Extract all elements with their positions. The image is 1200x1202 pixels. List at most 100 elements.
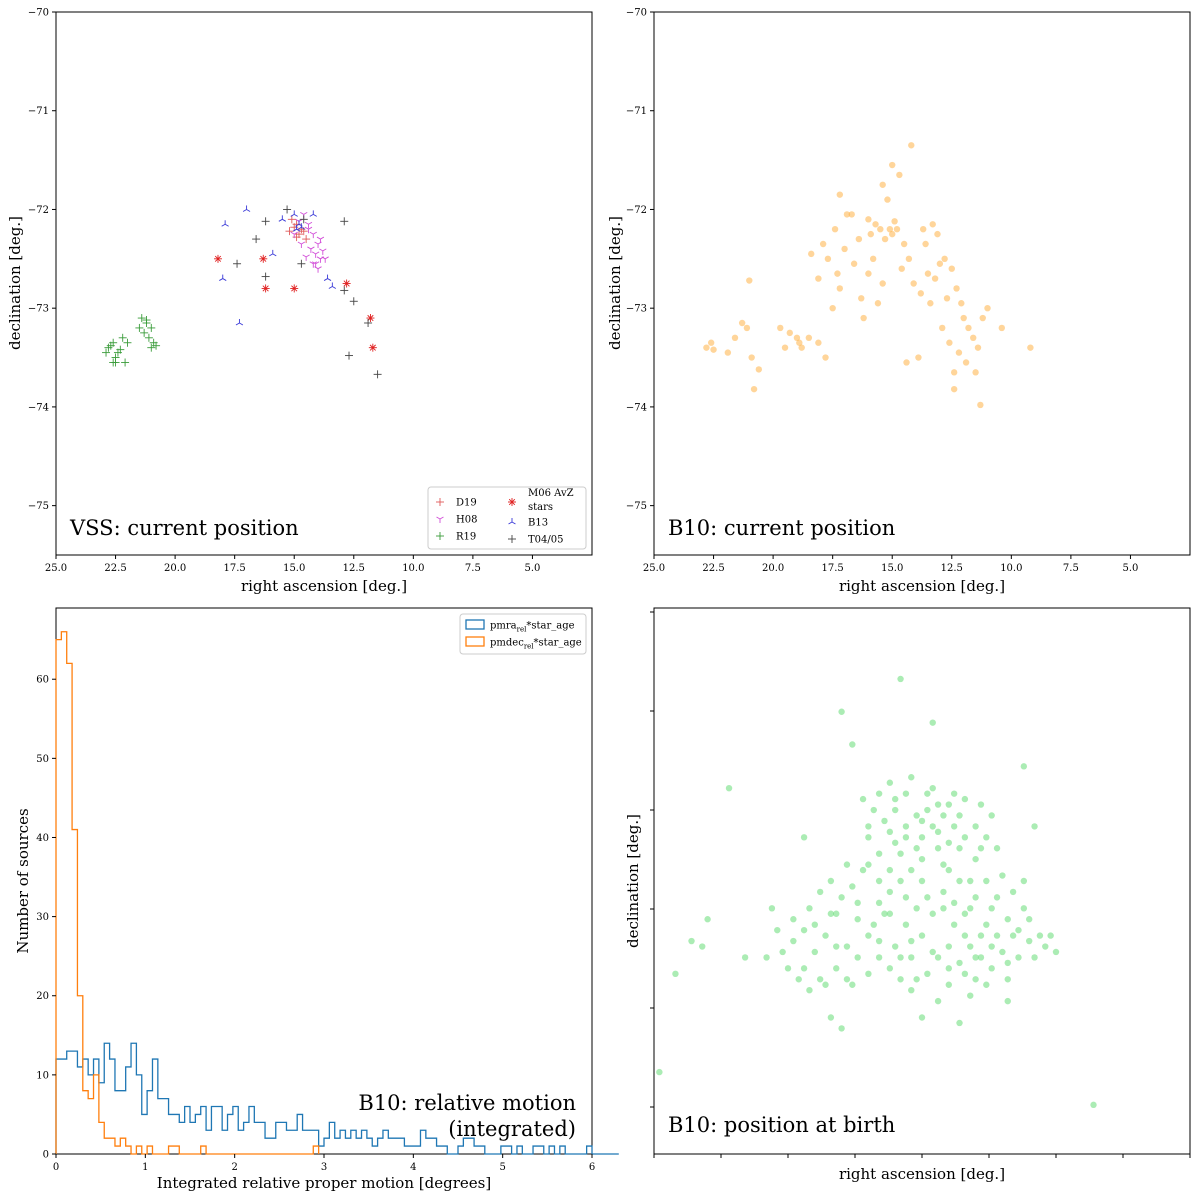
marker-stroke: [303, 212, 308, 215]
scatter-point: [956, 845, 963, 852]
scatter-point: [859, 795, 867, 803]
scatter-point: [824, 255, 832, 263]
x-axis-label: Integrated relative proper motion [degre…: [157, 1174, 491, 1192]
marker-b13: [292, 225, 301, 232]
scatter-point: [886, 828, 894, 836]
scatter-point: [881, 910, 888, 917]
marker-t04-05: [299, 215, 308, 224]
scatter-point: [961, 970, 969, 978]
marker-t04-05: [261, 217, 270, 226]
x-tick-label: 25.0: [643, 563, 665, 574]
legend-label: stars: [528, 502, 553, 513]
marker-r19: [142, 316, 151, 325]
y-axis-label: declination [deg.]: [606, 216, 624, 350]
scatter-point: [1026, 937, 1033, 945]
marker-stroke: [293, 214, 298, 217]
x-tick-label: 5.0: [524, 563, 540, 574]
marker-d19: [285, 227, 294, 236]
marker-r19: [123, 338, 132, 347]
marker-b13: [221, 220, 229, 227]
y-tick-label: −71: [28, 106, 49, 117]
y-tick-label: 30: [36, 912, 49, 923]
marker-h08: [302, 254, 310, 261]
marker-t04-05: [261, 272, 270, 281]
scatter-point: [977, 801, 985, 808]
scatter-point: [910, 280, 917, 287]
marker-h08: [316, 256, 325, 263]
marker-stroke: [302, 254, 307, 258]
x-ticks: 0 1 2 3 4 5 6: [53, 1154, 595, 1173]
scatter-point: [915, 354, 922, 361]
legend-label: pmdecrel*star_age: [490, 638, 582, 651]
marker-t04-05: [345, 351, 354, 360]
scatter-point: [886, 226, 894, 233]
panel-b10-birth: right ascension [deg.] declination [deg.…: [624, 607, 1191, 1183]
marker-m06-avz-stars: [213, 254, 222, 263]
scatter-point: [886, 910, 894, 917]
y-tick-label: −70: [28, 8, 49, 19]
y-tick-label: −74: [626, 402, 647, 413]
x-tick-label: 3: [321, 1162, 327, 1173]
scatter-point: [827, 910, 835, 917]
scatter-point: [843, 943, 851, 950]
marker-r19: [109, 358, 118, 367]
scatter-point: [884, 196, 891, 203]
marker-m06-avz-stars: [261, 284, 270, 293]
marker-stroke: [305, 254, 310, 258]
scatter-point: [806, 905, 813, 912]
marker-m06-avz-stars: [368, 343, 377, 352]
scatter-point: [874, 300, 882, 307]
scatter-point: [870, 921, 877, 928]
y-ticks: [650, 611, 654, 1108]
scatter-point: [945, 965, 952, 972]
scatter-point: [988, 905, 995, 912]
scatter-point: [897, 850, 904, 857]
scatter-point: [1020, 877, 1028, 885]
scatter-point: [854, 954, 861, 961]
scatter-point: [940, 905, 947, 912]
marker-m06-avz-stars: [290, 284, 299, 293]
scatter-point: [897, 976, 904, 983]
legend-label: R19: [456, 532, 476, 543]
legend-marker: [508, 518, 516, 525]
marker-stroke: [282, 218, 287, 222]
scatter-point: [822, 932, 829, 939]
scatter-point: [945, 839, 952, 846]
scatter-point: [841, 245, 848, 253]
x-tick-label: 6: [589, 1162, 595, 1173]
scatter-point: [833, 943, 840, 950]
marker-stroke: [320, 256, 325, 260]
scatter-point: [854, 899, 861, 907]
y-ticks: 0 10 20 30 40 50 60: [36, 675, 56, 1161]
x-tick-label: 5.0: [1122, 563, 1138, 574]
panel-title: VSS: current position: [69, 516, 299, 540]
panel-title: B10: current position: [668, 516, 895, 540]
scatter-point: [1027, 344, 1034, 351]
x-tick-label: 7.5: [465, 563, 481, 574]
marker-t04-05: [349, 297, 358, 306]
marker-stroke: [314, 241, 319, 245]
scatter-point: [891, 218, 898, 225]
marker-stroke: [293, 231, 298, 235]
scatter-point: [850, 260, 858, 267]
legend-label: D19: [456, 498, 477, 509]
scatter-point: [945, 981, 952, 988]
scatter-point: [879, 280, 886, 287]
scatter-point: [977, 845, 985, 852]
scatter-point: [865, 270, 872, 277]
legend-label: H08: [456, 515, 477, 526]
scatter-point: [833, 910, 840, 917]
scatter-point: [1047, 932, 1054, 939]
scatter-point: [738, 319, 746, 327]
marker-t04-05: [233, 259, 242, 268]
scatter-point: [865, 834, 872, 841]
marker-h08: [319, 248, 327, 255]
legend-marker: [436, 516, 444, 523]
scatter-point: [946, 339, 953, 346]
scatter-point: [855, 235, 863, 243]
scatter-point: [961, 795, 969, 803]
marker-m06-avz-stars: [366, 314, 375, 323]
marker-stroke: [320, 236, 325, 240]
marker-h08: [321, 256, 329, 263]
scatter-point: [779, 948, 786, 956]
